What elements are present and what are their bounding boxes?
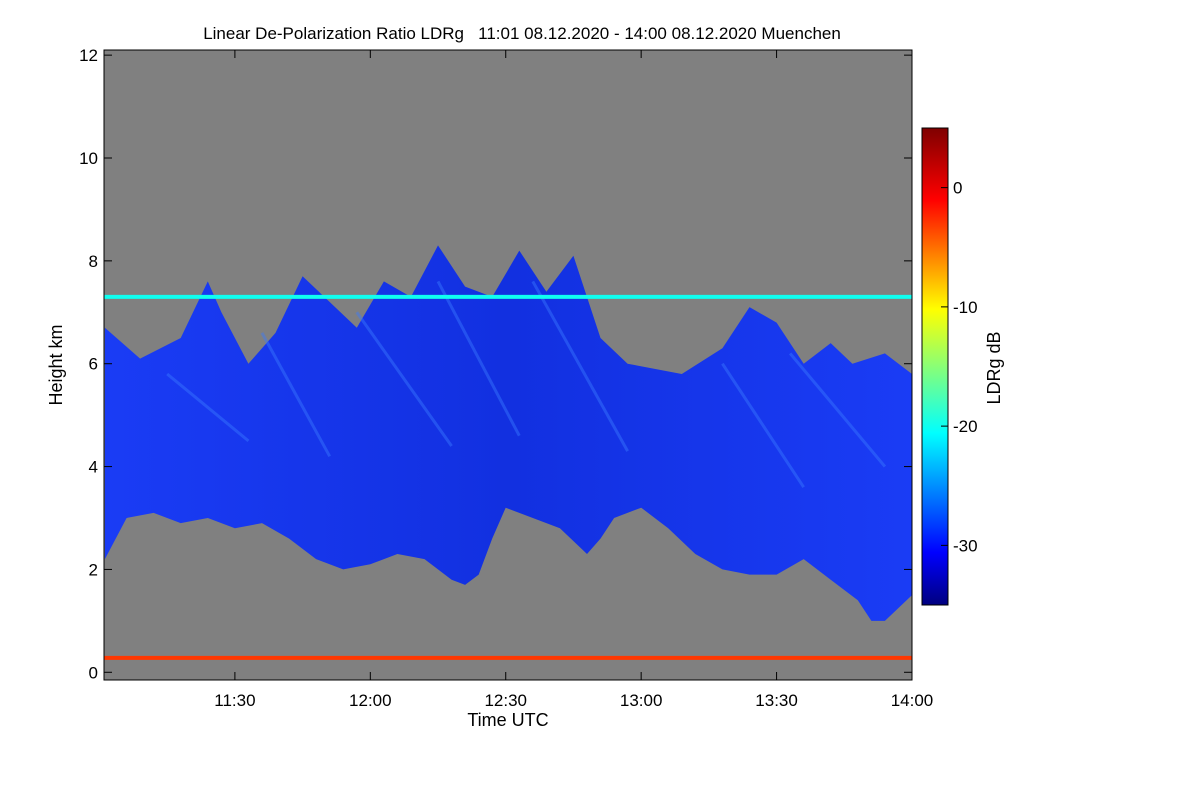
artifact-layer	[104, 294, 912, 299]
x-tick-label: 13:00	[620, 691, 663, 710]
plot-frame	[103, 49, 913, 681]
x-axis-label: Time UTC	[467, 710, 548, 730]
y-axis-label: Height km	[46, 324, 66, 405]
y-tick-label: 8	[89, 252, 98, 271]
y-tick-label: 4	[89, 458, 98, 477]
colorbar-tick-label: -20	[953, 417, 978, 436]
chart-title: Linear De-Polarization Ratio LDRg 11:01 …	[203, 24, 841, 43]
y-tick-label: 6	[89, 355, 98, 374]
y-tick-label: 2	[89, 560, 98, 579]
cloud-streak	[721, 362, 805, 488]
artifact-layer	[104, 655, 912, 660]
cloud-streak	[166, 372, 250, 443]
cloud-streak	[260, 332, 332, 458]
cloud-streak	[355, 311, 453, 447]
x-tick-label: 12:00	[349, 691, 392, 710]
x-tick-label: 13:30	[755, 691, 798, 710]
x-tick-label: 14:00	[891, 691, 934, 710]
colorbar-tick-label: 0	[953, 179, 962, 198]
x-tick-label: 11:30	[214, 691, 255, 710]
colorbar	[921, 127, 949, 606]
y-tick-label: 10	[79, 149, 98, 168]
cloud-layer	[104, 245, 912, 621]
colorbar-tick-label: -10	[953, 298, 978, 317]
cloud-streak	[788, 352, 887, 468]
cloud-streak	[436, 280, 521, 437]
y-tick-label: 12	[79, 46, 98, 65]
colorbar-tick-label: -30	[953, 536, 978, 555]
x-tick-label: 12:30	[484, 691, 527, 710]
y-tick-label: 0	[89, 663, 98, 682]
colorbar-label: LDRg dB	[984, 331, 1004, 404]
cloud-streak	[531, 280, 629, 452]
